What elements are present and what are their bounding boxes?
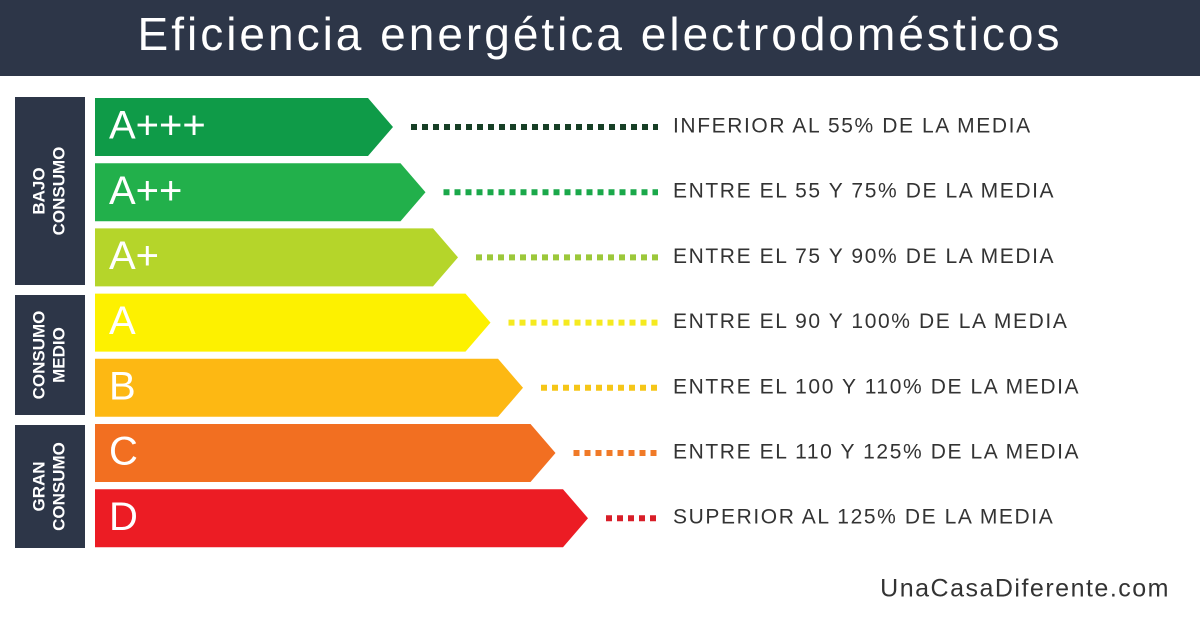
class-description: ENTRE EL 75 Y 90% DE LA MEDIA [673, 245, 1055, 268]
title: Eficiencia energética electrodomésticos [138, 8, 1063, 60]
class-description: SUPERIOR AL 125% DE LA MEDIA [673, 506, 1054, 529]
group-box [15, 295, 85, 415]
class-label: A+++ [109, 104, 206, 148]
group-box [15, 425, 85, 548]
energy-arrow [95, 489, 588, 548]
class-label: A+ [109, 234, 159, 278]
class-description: ENTRE EL 90 Y 100% DE LA MEDIA [673, 310, 1068, 333]
header-bar [0, 0, 1200, 76]
group-label: CONSUMO [49, 442, 68, 531]
class-label: D [109, 495, 138, 539]
class-description: ENTRE EL 100 Y 110% DE LA MEDIA [673, 375, 1080, 398]
energy-arrow [95, 293, 491, 352]
group-box [15, 97, 85, 285]
class-label: A [109, 299, 136, 343]
energy-arrow [95, 163, 426, 222]
class-description: ENTRE EL 110 Y 125% DE LA MEDIA [673, 441, 1080, 464]
group-label: GRAN [29, 461, 48, 511]
class-label: A++ [109, 169, 182, 213]
group-label: MEDIO [49, 327, 68, 383]
group-label: CONSUMO [49, 147, 68, 236]
energy-arrow [95, 358, 523, 417]
class-label: B [109, 364, 136, 408]
energy-arrow [95, 424, 556, 482]
class-description: INFERIOR AL 55% DE LA MEDIA [673, 115, 1032, 138]
group-label: CONSUMO [29, 311, 48, 400]
group-label: BAJO [29, 167, 48, 214]
class-label: C [109, 430, 138, 474]
energy-arrow [95, 98, 393, 156]
energy-arrow [95, 228, 458, 287]
footer-site: UnaCasaDiferente.com [880, 575, 1170, 603]
class-description: ENTRE EL 55 Y 75% DE LA MEDIA [673, 180, 1055, 203]
